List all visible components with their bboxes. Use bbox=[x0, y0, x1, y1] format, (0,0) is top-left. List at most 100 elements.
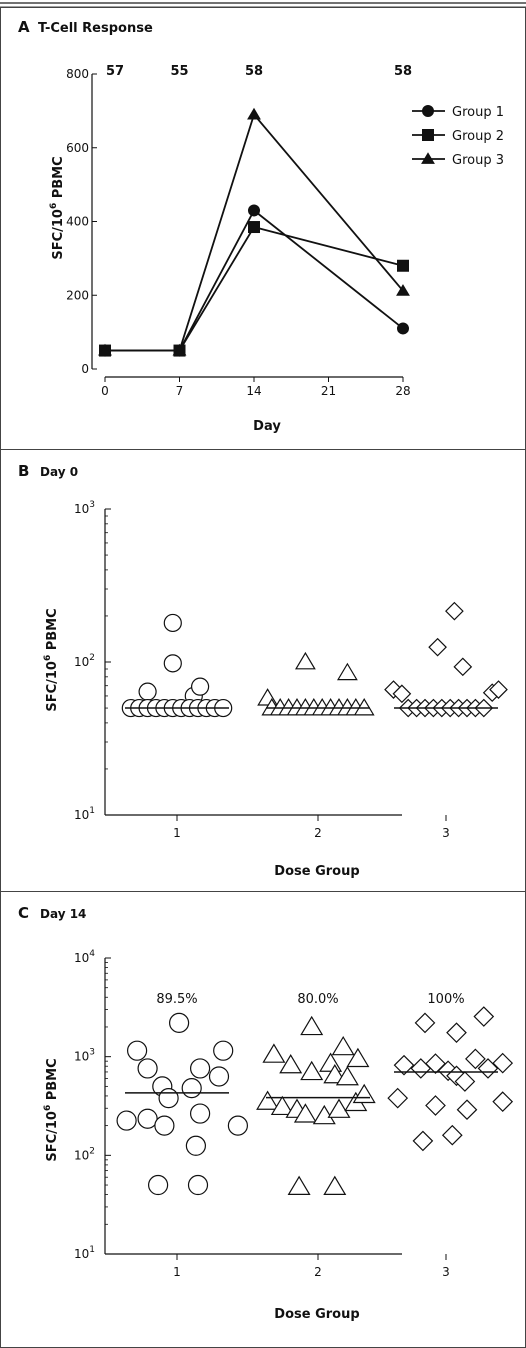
data-point-group-1 bbox=[127, 1040, 148, 1061]
panel-a-title: T-Cell Response bbox=[38, 21, 153, 36]
legend-label: Group 1 bbox=[452, 105, 504, 120]
data-point-group-3 bbox=[247, 107, 261, 120]
data-point-group-3 bbox=[428, 637, 447, 657]
x-tick-label: 3 bbox=[442, 826, 450, 840]
x-tick-label: 14 bbox=[246, 384, 261, 398]
legend-marker bbox=[421, 152, 435, 164]
data-point-group-1 bbox=[158, 1088, 179, 1109]
sample-size-label: 58 bbox=[394, 64, 412, 79]
sample-size-label: 57 bbox=[106, 64, 124, 79]
data-point-group-3 bbox=[446, 1022, 467, 1044]
y-tick-label: 101 bbox=[74, 1245, 95, 1261]
data-point-group-2 bbox=[293, 1103, 317, 1123]
y-tick-label: 104 bbox=[74, 949, 95, 965]
x-tick-label: 1 bbox=[173, 1265, 181, 1279]
y-tick-label: 102 bbox=[74, 1146, 95, 1162]
data-point-group-2 bbox=[335, 1066, 359, 1086]
panel-a-x-axis-label: Day bbox=[253, 419, 281, 434]
series-line-group-3 bbox=[105, 112, 404, 352]
y-tick-label: 103 bbox=[74, 1048, 95, 1064]
data-point-group-1 bbox=[163, 654, 182, 673]
data-point-group-2 bbox=[346, 1047, 370, 1068]
data-point-group-1 bbox=[154, 1115, 175, 1136]
data-point-group-3 bbox=[454, 1071, 476, 1092]
data-point-group-2 bbox=[248, 221, 260, 234]
percent-annotation: 89.5% bbox=[156, 992, 197, 1007]
panel-a-axes: 0 200 400 600 800 0 7 14 21 28 57 55 58 58 bbox=[66, 64, 412, 398]
data-point-group-2 bbox=[323, 1063, 347, 1084]
data-point-group-2 bbox=[300, 1060, 324, 1081]
data-point-group-2 bbox=[262, 1043, 286, 1063]
x-tick-label: 28 bbox=[395, 384, 410, 398]
data-point-group-3 bbox=[98, 343, 112, 356]
panel-b-y-axis-label: SFC/106 PBMC bbox=[43, 608, 60, 711]
data-point-group-2 bbox=[327, 1098, 351, 1118]
data-point-group-3 bbox=[453, 657, 473, 677]
y-tick-label: 600 bbox=[66, 141, 89, 155]
y-tick-label: 200 bbox=[66, 288, 89, 302]
data-point-group-2 bbox=[319, 1052, 343, 1072]
panel-c-marks bbox=[116, 1006, 514, 1196]
y-tick-label: 400 bbox=[66, 215, 89, 229]
sample-size-label: 55 bbox=[170, 64, 188, 79]
panel-a-legend: Group 1 Group 2 Group 3 bbox=[412, 105, 504, 168]
data-point-group-2 bbox=[287, 1175, 311, 1195]
data-point-group-2 bbox=[323, 1175, 347, 1195]
data-point-group-1 bbox=[248, 204, 260, 217]
data-point-group-1 bbox=[191, 677, 210, 696]
data-point-group-1 bbox=[190, 1058, 211, 1079]
x-tick-label: 1 bbox=[173, 826, 181, 840]
legend-label: Group 2 bbox=[452, 129, 504, 144]
data-point-group-3 bbox=[492, 1091, 514, 1113]
panel-b-x-axis-label: Dose Group bbox=[274, 864, 359, 879]
data-point-group-3 bbox=[477, 1058, 499, 1079]
data-point-group-1 bbox=[169, 1012, 190, 1033]
data-point-group-3 bbox=[172, 343, 187, 356]
panel-c-letter: C bbox=[18, 904, 29, 922]
panel-b-axes: 101 102 103 1 2 3 bbox=[74, 500, 450, 840]
y-tick-label: 800 bbox=[66, 67, 89, 81]
data-point-group-2 bbox=[294, 651, 316, 670]
data-point-group-3 bbox=[414, 1012, 436, 1034]
panel-c-title: Day 14 bbox=[40, 907, 86, 921]
panel-b-marks bbox=[121, 601, 508, 718]
data-point-group-3 bbox=[412, 1130, 434, 1152]
percent-annotation: 80.0% bbox=[297, 992, 338, 1007]
data-point-group-1 bbox=[116, 1110, 137, 1131]
legend-marker bbox=[422, 129, 434, 141]
data-point-group-1 bbox=[137, 1108, 158, 1129]
data-point-group-2 bbox=[279, 1054, 303, 1074]
legend-marker bbox=[422, 105, 434, 117]
data-point-group-3 bbox=[465, 1048, 486, 1070]
data-point-group-3 bbox=[473, 1006, 495, 1027]
x-tick-label: 0 bbox=[101, 384, 109, 398]
panel-c-axes: 101 102 103 104 1 2 3 89.5% 80.0% 100% bbox=[74, 949, 465, 1279]
panel-a: A T-Cell Response SFC/106 PBMC Day 0 200 4… bbox=[18, 18, 504, 434]
x-tick-label: 2 bbox=[314, 1265, 322, 1279]
data-point-group-3 bbox=[392, 684, 412, 704]
x-tick-label: 21 bbox=[321, 384, 336, 398]
data-point-group-3 bbox=[489, 680, 508, 699]
data-point-group-2 bbox=[397, 259, 409, 272]
data-point-group-1 bbox=[397, 322, 409, 335]
data-point-group-1 bbox=[187, 1174, 209, 1196]
x-tick-label: 7 bbox=[176, 384, 184, 398]
panel-a-letter: A bbox=[18, 18, 30, 36]
data-point-group-2 bbox=[336, 662, 358, 681]
data-point-group-2 bbox=[256, 1090, 280, 1110]
data-point-group-2 bbox=[300, 1015, 324, 1036]
data-point-group-1 bbox=[148, 1174, 169, 1196]
data-point-group-1 bbox=[163, 613, 182, 633]
data-point-group-3 bbox=[441, 1124, 463, 1146]
data-point-group-2 bbox=[270, 1095, 294, 1116]
data-point-group-3 bbox=[445, 601, 464, 621]
data-point-group-3 bbox=[492, 1052, 514, 1074]
panel-c-x-axis-label: Dose Group bbox=[274, 1307, 359, 1322]
series-line-group-2 bbox=[105, 225, 404, 352]
data-point-group-3 bbox=[456, 1099, 478, 1121]
panel-b: B Day 0 SFC/106 PBMC Dose Group 10110210… bbox=[18, 462, 508, 879]
data-point-group-3 bbox=[425, 1095, 446, 1116]
y-tick-label: 0 bbox=[81, 362, 89, 376]
panel-b-title: Day 0 bbox=[40, 465, 78, 479]
